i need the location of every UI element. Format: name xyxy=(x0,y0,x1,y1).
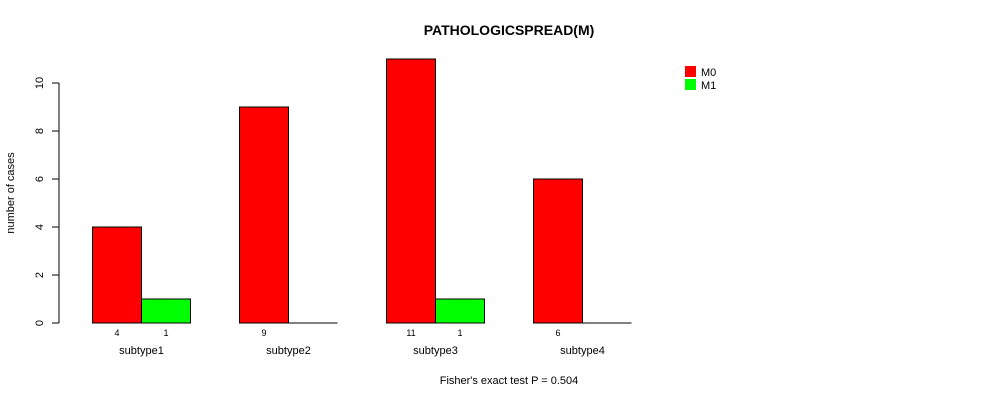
bar-subtype1-M0 xyxy=(92,226,142,324)
chart-title: PATHOLOGICSPREAD(M) xyxy=(424,22,595,38)
bar-count-label: 6 xyxy=(555,328,560,338)
fisher-test-footnote: Fisher's exact test P = 0.504 xyxy=(440,375,579,387)
bar-count-label: 11 xyxy=(406,328,415,338)
bar-count-label: 9 xyxy=(261,328,266,338)
bar-count-label: 1 xyxy=(457,328,462,338)
y-tick-label: 0 xyxy=(34,320,46,326)
bar-subtype2-M0 xyxy=(239,106,289,324)
y-tick-label: 10 xyxy=(34,77,46,89)
category-label-subtype2: subtype2 xyxy=(266,345,311,357)
bar-count-label: 1 xyxy=(163,328,168,338)
category-label-subtype3: subtype3 xyxy=(413,345,458,357)
bar-subtype1-M1 xyxy=(141,298,191,324)
legend-label-M0: M0 xyxy=(701,67,716,79)
y-tick-label: 8 xyxy=(34,128,46,134)
category-label-subtype1: subtype1 xyxy=(119,345,164,357)
legend-swatch-M0 xyxy=(685,66,696,77)
bar-subtype3-M1 xyxy=(435,298,485,324)
bar-count-label: 4 xyxy=(114,328,119,338)
category-label-subtype4: subtype4 xyxy=(560,345,605,357)
bar-subtype4-M0 xyxy=(533,178,583,324)
legend-label-M1: M1 xyxy=(701,80,716,92)
legend-swatch-M1 xyxy=(685,79,696,90)
y-tick-label: 6 xyxy=(34,176,46,182)
y-tick-label: 2 xyxy=(34,272,46,278)
bar-subtype3-M0 xyxy=(386,58,436,324)
y-axis-label: number of cases xyxy=(5,152,17,234)
y-tick-label: 4 xyxy=(34,224,46,230)
